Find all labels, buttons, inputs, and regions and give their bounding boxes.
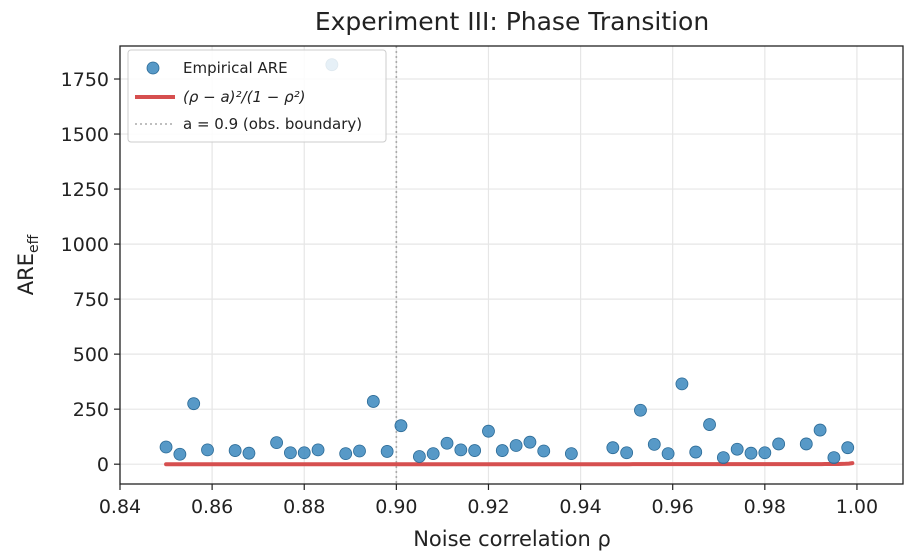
- data-point: [495, 444, 509, 457]
- data-point: [772, 437, 786, 451]
- data-point: [187, 397, 201, 411]
- tick-layer: 0.84 0.86 0.88 0.90 0.92 0.94 0.96 0.98 1.00 0 250…: [61, 69, 878, 518]
- data-point: [634, 403, 647, 417]
- legend-box: [127, 49, 387, 143]
- y-tick-label: 750: [73, 289, 109, 311]
- data-point: [311, 443, 325, 457]
- data-point: [270, 436, 284, 450]
- x-tick-label: 0.94: [559, 496, 601, 518]
- data-point: [426, 447, 440, 461]
- y-axis-label-main: ARE: [14, 253, 38, 295]
- data-point: [228, 444, 242, 457]
- data-point: [730, 442, 744, 456]
- chart-title: Experiment III: Phase Transition: [315, 7, 709, 36]
- y-axis-label: AREeff: [14, 234, 42, 295]
- data-point: [242, 446, 256, 460]
- y-tick-label: 1500: [61, 124, 109, 146]
- data-point: [297, 446, 311, 460]
- x-tick-label: 0.90: [375, 496, 417, 518]
- data-point: [159, 440, 173, 454]
- data-point: [827, 451, 841, 464]
- data-point: [703, 418, 716, 431]
- data-point: [675, 377, 689, 391]
- y-tick-label: 1750: [61, 69, 109, 91]
- data-point: [380, 445, 394, 458]
- y-axis-label-subscript: eff: [26, 234, 42, 253]
- plot-area: [159, 46, 855, 484]
- x-tick-label: 1.00: [836, 496, 878, 518]
- data-point: [201, 443, 214, 457]
- data-point: [454, 443, 468, 457]
- data-point: [173, 447, 187, 461]
- x-tick-label: 0.92: [467, 496, 509, 518]
- data-point: [482, 424, 495, 438]
- data-point: [339, 447, 353, 461]
- x-axis-label: Noise correlation ρ: [413, 527, 611, 551]
- data-point: [841, 441, 855, 455]
- data-point: [509, 439, 523, 452]
- y-tick-label: 1250: [61, 179, 109, 201]
- data-point: [689, 445, 703, 459]
- data-point: [366, 395, 380, 408]
- data-point: [523, 435, 537, 449]
- data-point: [468, 444, 482, 457]
- data-point: [661, 447, 675, 461]
- data-point: [353, 444, 366, 458]
- data-point: [606, 441, 620, 455]
- data-point: [647, 437, 661, 451]
- y-tick-label: 1000: [61, 234, 109, 256]
- x-tick-label: 0.84: [99, 496, 141, 518]
- legend-marker-empirical: [146, 61, 160, 75]
- data-point: [284, 446, 297, 460]
- data-point: [394, 419, 408, 433]
- data-point: [813, 423, 827, 437]
- x-tick-label: 0.86: [191, 496, 233, 518]
- axes-frame: [119, 45, 904, 485]
- data-point: [440, 436, 454, 450]
- data-point: [564, 447, 578, 461]
- data-point: [744, 446, 758, 460]
- y-tick-label: 250: [73, 399, 109, 421]
- legend: Empirical ARE (ρ − a)²/(1 − ρ²) a = 0.9 …: [127, 49, 387, 143]
- legend-label-boundary: a = 0.9 (obs. boundary): [183, 115, 362, 133]
- y-tick-label: 0: [97, 454, 109, 476]
- x-tick-label: 0.96: [652, 496, 694, 518]
- data-point: [758, 446, 772, 460]
- data-point: [537, 444, 551, 458]
- data-point: [620, 446, 634, 460]
- x-tick-label: 0.88: [283, 496, 325, 518]
- data-point: [412, 450, 426, 463]
- y-tick-label: 500: [73, 344, 109, 366]
- data-point: [799, 437, 813, 451]
- theory-curve: [164, 461, 855, 467]
- legend-label-theory: (ρ − a)²/(1 − ρ²): [183, 88, 305, 106]
- x-tick-label: 0.98: [744, 496, 786, 518]
- legend-label-empirical: Empirical ARE: [183, 59, 288, 77]
- data-point: [716, 451, 730, 464]
